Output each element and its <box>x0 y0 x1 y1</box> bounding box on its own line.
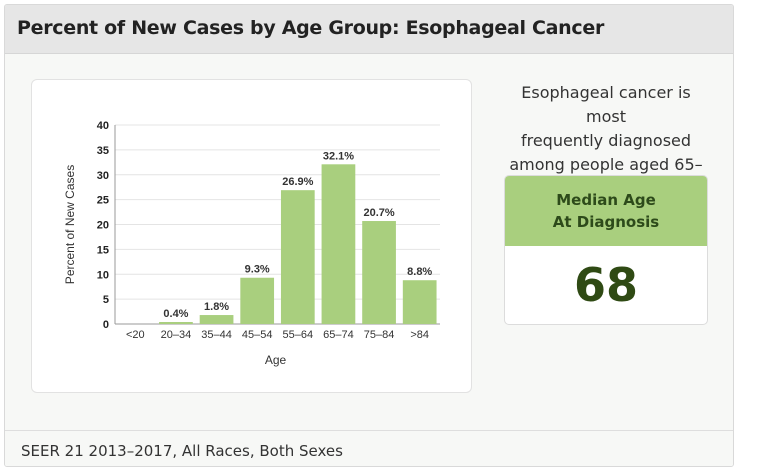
summary-line-2: frequently diagnosed <box>520 131 692 150</box>
data-label: 9.3% <box>245 264 270 276</box>
bar <box>321 164 356 324</box>
median-label-line-1: Median Age <box>556 191 656 209</box>
median-age-header: Median Age At Diagnosis <box>505 176 707 246</box>
bar <box>199 315 234 324</box>
y-tick-label: 10 <box>97 269 109 281</box>
y-tick-label: 40 <box>97 120 109 132</box>
y-tick-label: 30 <box>97 170 109 182</box>
x-tick-label: <20 <box>126 329 145 341</box>
y-tick-label: 15 <box>97 244 109 256</box>
bar <box>240 277 275 324</box>
bar-chart: 0 5 10 15 20 25 30 35 40 <20 0.4% 20–34 1.8% 35–44 9.3… <box>63 120 440 367</box>
chart-panel: Percent of New Cases by Age Group: Esoph… <box>4 4 734 467</box>
median-age-card: Median Age At Diagnosis 68 <box>504 175 708 325</box>
x-tick-label: 55–64 <box>283 329 314 341</box>
panel-header: Percent of New Cases by Age Group: Esoph… <box>5 5 733 54</box>
x-axis-title: Age <box>265 353 287 367</box>
y-tick-label: 0 <box>103 319 109 331</box>
data-source-note: SEER 21 2013–2017, All Races, Both Sexes <box>21 442 343 460</box>
median-label-line-2: At Diagnosis <box>552 213 660 231</box>
data-label: 26.9% <box>282 176 313 188</box>
data-label: 32.1% <box>323 150 354 162</box>
x-tick-label: 75–84 <box>364 329 395 341</box>
x-tick-label: 65–74 <box>323 329 354 341</box>
y-tick-label: 20 <box>97 220 109 232</box>
bar <box>280 190 315 324</box>
data-label: 1.8% <box>204 301 229 313</box>
x-tick-label: 35–44 <box>201 329 232 341</box>
chart-card: 0 5 10 15 20 25 30 35 40 <20 0.4% 20–34 1.8% 35–44 9.3… <box>31 79 472 393</box>
page-title: Percent of New Cases by Age Group: Esoph… <box>17 17 605 39</box>
median-age-value: 68 <box>573 258 638 312</box>
y-axis-title: Percent of New Cases <box>63 165 77 284</box>
x-tick-label: 20–34 <box>161 329 192 341</box>
x-tick-label: 45–54 <box>242 329 273 341</box>
data-label: 0.4% <box>163 308 188 320</box>
footer: SEER 21 2013–2017, All Races, Both Sexes <box>5 430 733 466</box>
bar <box>402 280 437 324</box>
summary-line-1: Esophageal cancer is most <box>521 83 691 126</box>
bar <box>159 322 193 324</box>
data-label: 8.8% <box>407 266 432 278</box>
bar <box>362 221 396 324</box>
data-label: 20.7% <box>363 207 394 219</box>
x-tick-label: >84 <box>410 329 429 341</box>
y-tick-label: 25 <box>97 195 109 207</box>
y-tick-label: 35 <box>97 145 109 157</box>
y-tick-label: 5 <box>103 294 109 306</box>
